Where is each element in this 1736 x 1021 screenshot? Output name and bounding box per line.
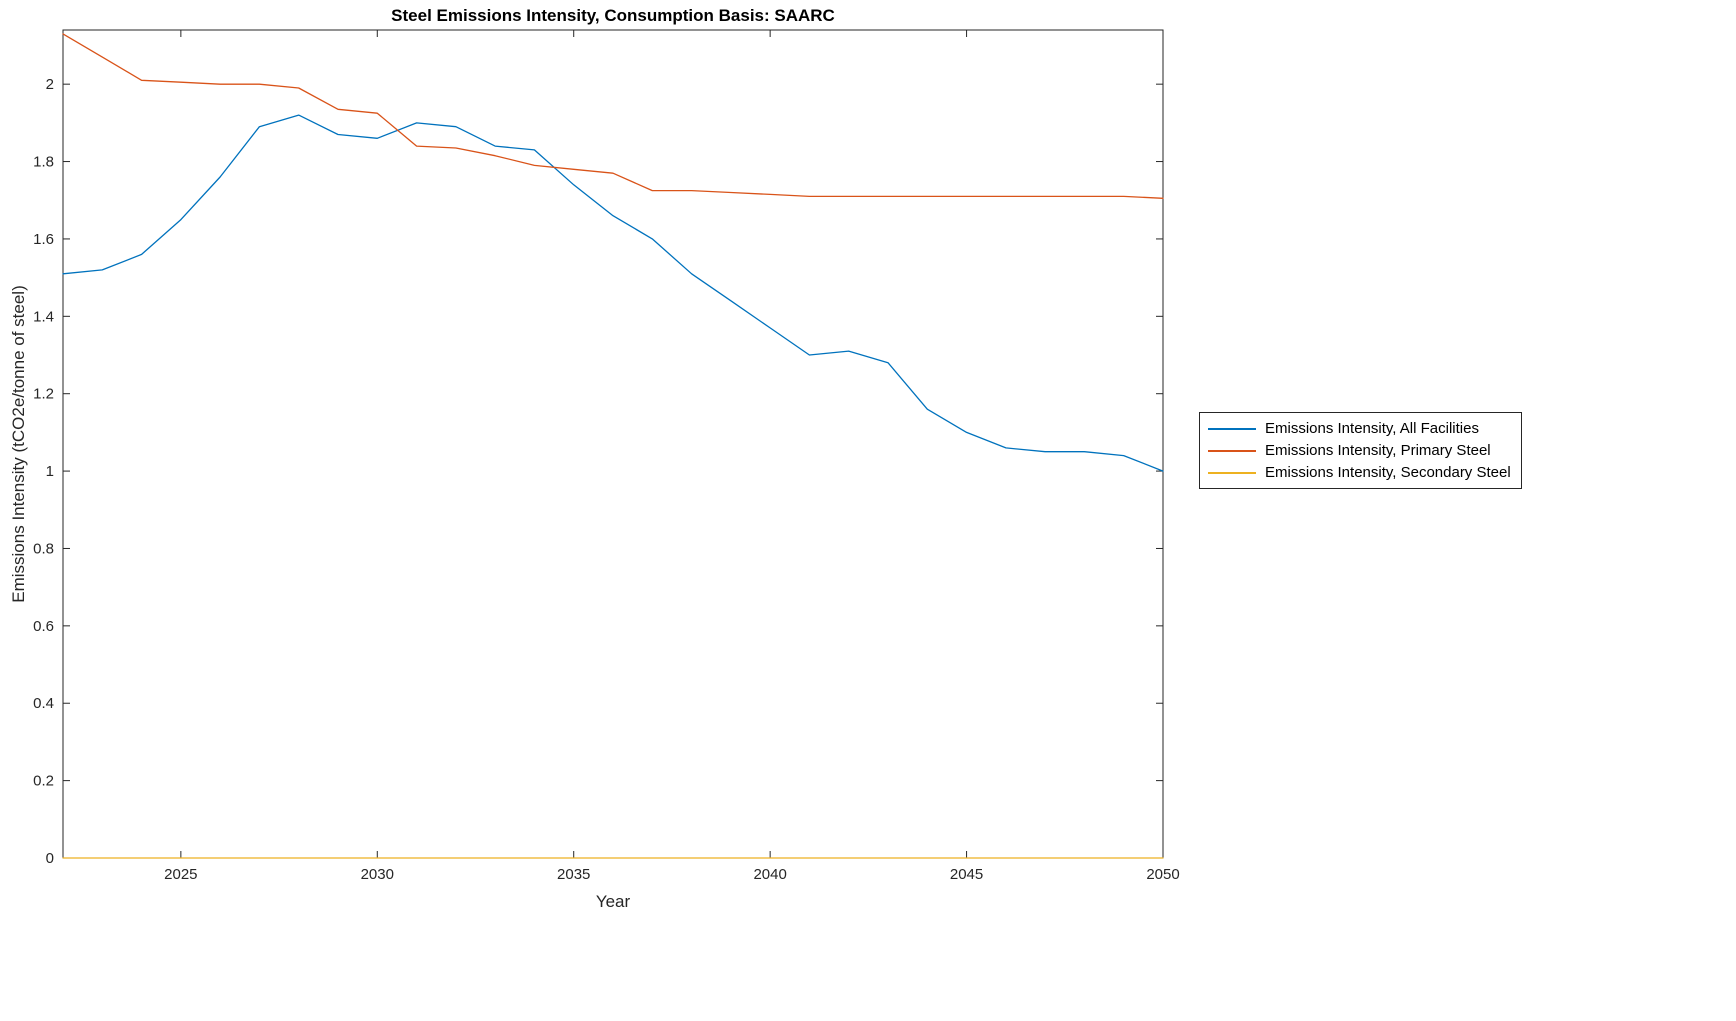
axes-box	[62, 29, 1164, 859]
x-tick-label: 2045	[950, 866, 983, 883]
y-tick-label: 1.2	[33, 386, 54, 403]
y-tick-label: 1	[46, 463, 54, 480]
x-tick-label: 2035	[557, 866, 590, 883]
legend-item: Emissions Intensity, All Facilities	[1208, 419, 1511, 438]
legend-item-label: Emissions Intensity, Secondary Steel	[1265, 464, 1511, 481]
legend-item-label: Emissions Intensity, Primary Steel	[1265, 442, 1491, 459]
x-axis-label: Year	[595, 892, 631, 911]
y-tick-label: 0.6	[33, 618, 54, 635]
series-line-1	[62, 33, 1164, 199]
legend: Emissions Intensity, All Facilities Emis…	[1199, 412, 1522, 489]
series-line-0	[62, 114, 1164, 472]
x-tick-label: 2050	[1146, 866, 1179, 883]
legend-line-swatch	[1208, 471, 1256, 474]
y-tick-label: 2	[46, 76, 54, 93]
y-tick-label: 1.4	[33, 308, 54, 325]
y-tick-label: 0.8	[33, 540, 54, 557]
legend-line-swatch	[1208, 449, 1256, 452]
legend-line-swatch	[1208, 427, 1256, 430]
y-tick-label: 0	[46, 850, 54, 867]
legend-item-label: Emissions Intensity, All Facilities	[1265, 420, 1479, 437]
y-tick-label: 0.2	[33, 773, 54, 790]
x-tick-label: 2040	[753, 866, 786, 883]
y-tick-label: 1.8	[33, 154, 54, 171]
legend-item: Emissions Intensity, Secondary Steel	[1208, 463, 1511, 482]
y-tick-label: 0.4	[33, 695, 54, 712]
x-tick-label: 2030	[361, 866, 394, 883]
chart-title: Steel Emissions Intensity, Consumption B…	[391, 6, 835, 25]
y-tick-label: 1.6	[33, 231, 54, 248]
x-tick-label: 2025	[164, 866, 197, 883]
legend-item: Emissions Intensity, Primary Steel	[1208, 441, 1511, 460]
